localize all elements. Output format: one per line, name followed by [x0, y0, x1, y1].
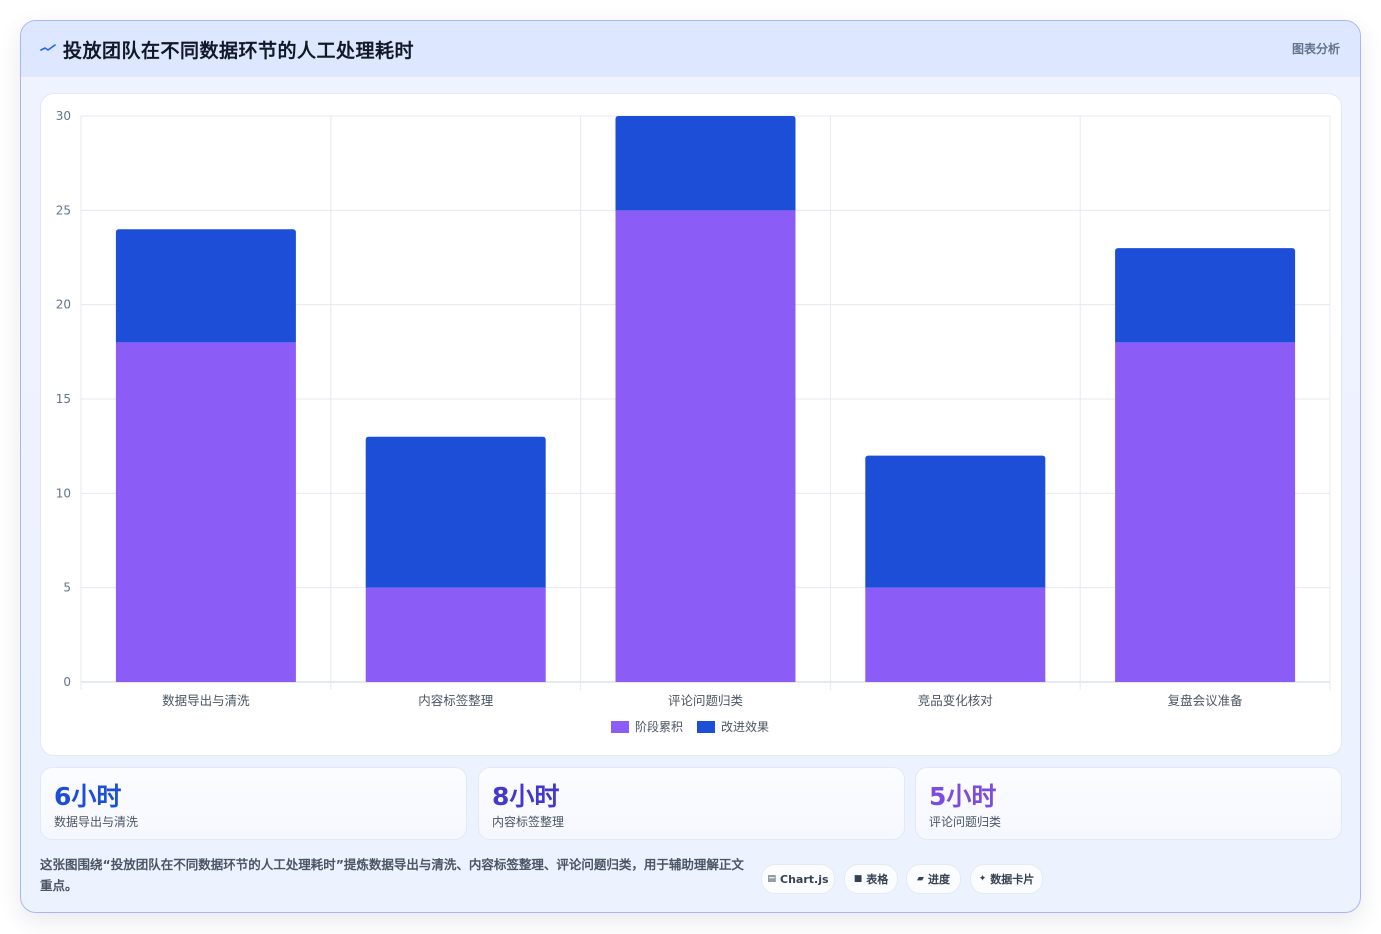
- bar-segment: [365, 587, 546, 682]
- chip-label: 进度: [927, 873, 950, 886]
- stat-value: 8小时: [492, 782, 560, 811]
- stat-card: 5小时 评论问题归类: [915, 767, 1342, 840]
- page-title: 投放团队在不同数据环节的人工处理耗时: [63, 40, 415, 62]
- x-tick-label: 复盘会议准备: [1168, 693, 1244, 708]
- stat-value: 6小时: [54, 782, 122, 811]
- chip-label: 表格: [866, 873, 889, 886]
- stacked-bar-chart: 0 5 10 15 20 25 30 数据导出与清洗 内容标签整理 评论问题归类 竞品变化核对 复盘会…: [56, 109, 1331, 734]
- trend-icon: [40, 44, 56, 51]
- bar-segment: [115, 342, 296, 682]
- chip-chartjs[interactable]: ▤ Chart.js: [761, 864, 835, 894]
- y-tick-label: 20: [56, 298, 71, 312]
- chip-data-card[interactable]: ✦ 数据卡片: [970, 864, 1043, 894]
- legend-label: 阶段累积: [635, 719, 683, 734]
- bar-segment: [1115, 342, 1296, 682]
- chip-label: Chart.js: [780, 872, 829, 886]
- legend-label: 改进效果: [721, 719, 769, 734]
- chart-icon: ▤: [767, 874, 776, 884]
- table-icon: ■: [853, 874, 863, 884]
- bar-segment: [865, 587, 1046, 682]
- legend-swatch: [611, 721, 629, 733]
- chart-description: 这张图围绕“投放团队在不同数据环节的人工处理耗时”提炼数据导出与清洗、内容标签整…: [40, 857, 744, 893]
- card-header: 投放团队在不同数据环节的人工处理耗时 图表分析: [21, 21, 1360, 77]
- y-tick-label: 30: [56, 109, 71, 123]
- x-tick-label: 数据导出与清洗: [162, 693, 250, 708]
- bar-segment: [365, 436, 546, 588]
- stat-cards: 6小时 数据导出与清洗 8小时 内容标签整理 5小时 评论问题归类: [40, 767, 1342, 840]
- y-tick-label: 0: [63, 675, 71, 689]
- y-tick-label: 5: [63, 581, 71, 595]
- stat-label: 评论问题归类: [929, 815, 1002, 829]
- chip-progress[interactable]: ▰ 进度: [906, 864, 961, 894]
- y-tick-label: 15: [56, 392, 71, 406]
- legend-swatch: [697, 721, 715, 733]
- bar-segment: [865, 455, 1046, 588]
- x-tick-label: 内容标签整理: [418, 693, 494, 708]
- bar-segment: [615, 116, 796, 211]
- stat-label: 数据导出与清洗: [54, 815, 139, 829]
- chip-label: 数据卡片: [990, 873, 1035, 886]
- bar-segment: [1115, 248, 1296, 343]
- chart-card: 投放团队在不同数据环节的人工处理耗时 图表分析 0 5 10 15 20 25 30 数据导出…: [20, 20, 1361, 913]
- stat-value: 5小时: [929, 782, 997, 811]
- chart-panel: 0 5 10 15 20 25 30 数据导出与清洗 内容标签整理 评论问题归类 竞品变化核对 复盘会…: [40, 93, 1342, 756]
- chart-analysis-tag: 图表分析: [1291, 42, 1340, 56]
- x-tick-label: 竞品变化核对: [918, 693, 993, 708]
- stat-card: 8小时 内容标签整理: [478, 767, 905, 840]
- chip-table[interactable]: ■ 表格: [844, 864, 898, 894]
- y-tick-label: 25: [56, 203, 71, 217]
- bar-segment: [115, 229, 296, 343]
- sparkle-icon: ✦: [978, 874, 987, 884]
- y-tick-label: 10: [56, 486, 71, 500]
- x-tick-label: 评论问题归类: [668, 693, 744, 708]
- progress-icon: ▰: [917, 874, 924, 884]
- bar-segment: [615, 210, 796, 682]
- stat-card: 6小时 数据导出与清洗: [40, 767, 467, 840]
- stat-label: 内容标签整理: [492, 815, 565, 829]
